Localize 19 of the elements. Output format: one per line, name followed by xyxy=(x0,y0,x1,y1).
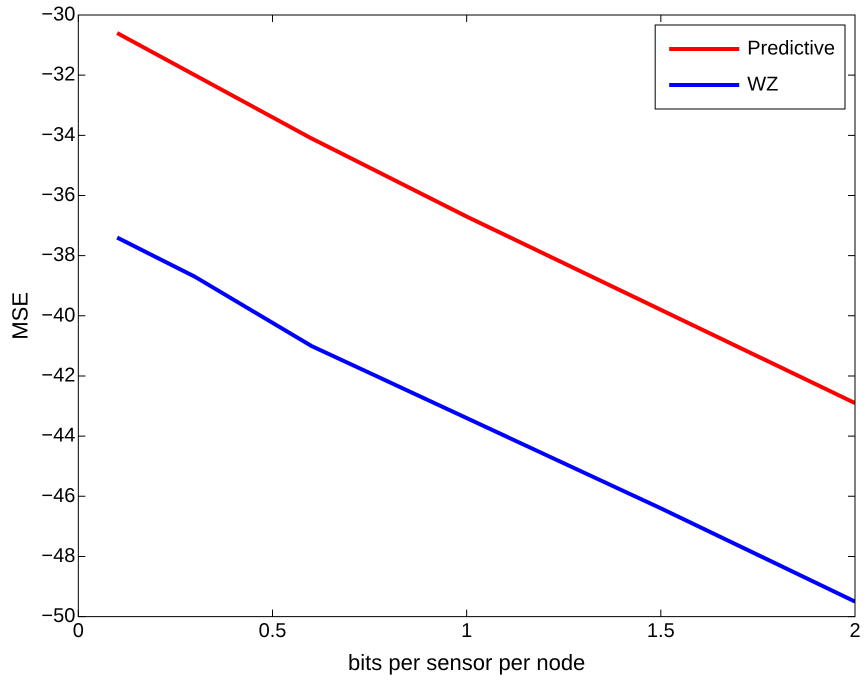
y-tick-label: −46 xyxy=(41,484,76,507)
y-tick-label: −32 xyxy=(41,64,76,86)
x-tick-label: 0 xyxy=(72,620,84,642)
x-axis-title: bits per sensor per node xyxy=(348,650,586,675)
y-tick-label: −44 xyxy=(41,424,76,447)
x-tick-label: 1 xyxy=(461,620,472,642)
y-tick-label: −48 xyxy=(41,544,76,567)
legend-label: WZ xyxy=(747,74,778,96)
y-tick-label: −30 xyxy=(41,4,76,26)
y-axis-title: MSE xyxy=(7,292,32,340)
x-tick-label: 1.5 xyxy=(646,620,675,642)
legend-label: Predictive xyxy=(747,38,835,60)
y-tick-label: −40 xyxy=(41,304,76,326)
y-tick-label: −42 xyxy=(41,364,76,386)
y-tick-label: −36 xyxy=(41,184,76,206)
y-tick-label: −38 xyxy=(41,244,76,266)
y-tick-label: −34 xyxy=(41,124,76,146)
x-tick-label: 2 xyxy=(849,620,861,642)
x-tick-label: 0.5 xyxy=(258,620,286,642)
